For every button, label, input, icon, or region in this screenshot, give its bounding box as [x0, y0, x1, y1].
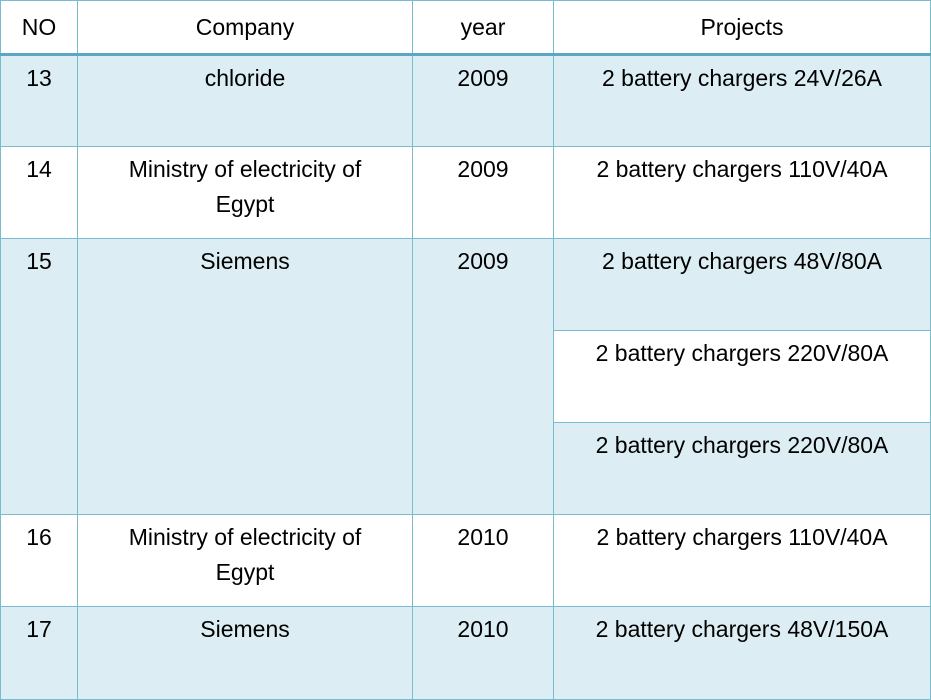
table-header-row: NO Company year Projects	[0, 0, 931, 56]
row-project: 2 battery chargers 48V/150A	[553, 606, 931, 700]
row-no: 13	[0, 54, 78, 147]
table-subrow: 2 battery chargers 220V/80A	[1, 330, 931, 423]
row-year: 2009	[412, 238, 554, 515]
table-row: 17 Siemens 2010 2 battery chargers 48V/1…	[0, 606, 931, 700]
row-company: Siemens	[77, 238, 413, 515]
header-no: NO	[0, 0, 78, 56]
row-no: 15	[0, 238, 78, 515]
company-name-line2: Egypt	[215, 190, 275, 217]
company-name: chloride	[204, 65, 286, 91]
company-name-line1: Ministry of electricity of	[128, 524, 362, 550]
table-row: 16 Ministry of electricity of Egypt 2010…	[0, 514, 931, 607]
header-projects: Projects	[553, 0, 931, 56]
row-year: 2009	[412, 54, 554, 147]
row-project: 2 battery chargers 220V/80A	[553, 422, 931, 515]
row-company: chloride	[77, 54, 413, 147]
row-project: 2 battery chargers 110V/40A	[553, 146, 931, 239]
row-year: 2010	[412, 606, 554, 700]
header-company: Company	[77, 0, 413, 56]
row-year: 2010	[412, 514, 554, 607]
row-project: 2 battery chargers 48V/80A	[553, 238, 931, 331]
row-no: 14	[0, 146, 78, 239]
company-name-line1: Ministry of electricity of	[128, 156, 362, 182]
company-name: Siemens	[200, 248, 290, 274]
row-project: 2 battery chargers 220V/80A	[553, 330, 931, 423]
table-row: 14 Ministry of electricity of Egypt 2009…	[0, 146, 931, 239]
row-no: 17	[0, 606, 78, 700]
row-year: 2009	[412, 146, 554, 239]
row-company: Siemens	[77, 606, 413, 700]
row-project: 2 battery chargers 110V/40A	[553, 514, 931, 607]
company-name-line2: Egypt	[215, 558, 275, 585]
header-year: year	[412, 0, 554, 56]
table-subrow: 2 battery chargers 220V/80A	[1, 422, 931, 515]
row-no: 16	[0, 514, 78, 607]
row-project: 2 battery chargers 24V/26A	[553, 54, 931, 147]
company-name: Siemens	[200, 616, 290, 642]
row-company: Ministry of electricity of Egypt	[77, 146, 413, 239]
table-row: 15 Siemens 2009 2 battery chargers 48V/8…	[0, 238, 931, 515]
row-company: Ministry of electricity of Egypt	[77, 514, 413, 607]
table-row: 13 chloride 2009 2 battery chargers 24V/…	[0, 54, 931, 147]
